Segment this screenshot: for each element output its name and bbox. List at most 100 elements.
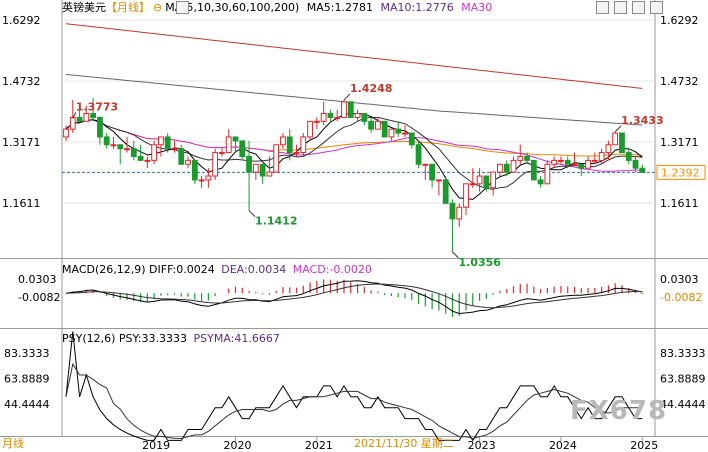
candle-body	[178, 148, 185, 165]
candle-body	[415, 144, 422, 165]
candle-body	[286, 136, 293, 154]
candle-body	[212, 152, 219, 177]
macd-hist-value: MACD:-0.0020	[292, 263, 372, 276]
x-tick-label: 2024	[549, 439, 577, 452]
ma30-value: MA30	[461, 1, 493, 14]
candle-body	[476, 175, 483, 185]
candle-body	[449, 202, 456, 220]
candle-body	[185, 159, 191, 165]
candle-body	[402, 132, 408, 135]
price-tick-right: 1.1611	[660, 197, 699, 210]
grid-tool-icon[interactable]	[614, 1, 627, 14]
candle-body	[266, 171, 273, 177]
candle-body	[388, 128, 395, 138]
macd-tick-left: -0.0082	[18, 291, 60, 304]
candle-body	[232, 136, 239, 142]
candle-body	[605, 144, 612, 154]
cursor-date-label: 2021/11/30 星期二	[354, 437, 454, 450]
psy-tick-right: 44.4444	[660, 398, 706, 411]
ma-params: MA(5,10,30,60,100,200)	[165, 1, 300, 14]
candle-body	[408, 132, 415, 146]
macd-header: MACD(26,12,9) DIFF:0.0024 DEA:0.0034 MAC…	[62, 263, 372, 277]
candle-body	[307, 120, 313, 138]
last-price-box	[656, 164, 706, 180]
candle-body	[239, 140, 246, 157]
candle-body	[510, 159, 517, 173]
candle-body	[69, 116, 76, 130]
candle-body	[273, 144, 280, 173]
x-tick-label: 2023	[468, 439, 496, 452]
price-tick-right: 1.3171	[660, 136, 699, 149]
candle-body	[517, 155, 524, 161]
candle-body	[585, 159, 591, 169]
candle-body	[164, 136, 171, 150]
candle-body	[374, 120, 381, 130]
candle-body	[578, 163, 585, 169]
candle-body	[483, 175, 490, 189]
price-annotation: 1.1412	[255, 215, 297, 228]
last-price-label: 1.2392	[661, 166, 700, 179]
price-tick-left: 1.1611	[2, 197, 41, 210]
candle-body	[327, 113, 334, 118]
macd-tick-left: 0.0303	[18, 273, 57, 286]
candle-body	[551, 159, 558, 165]
candle-body	[469, 183, 476, 186]
candle-body	[137, 155, 144, 161]
candle-body	[205, 175, 212, 181]
price-tick-left: 1.4732	[2, 75, 41, 88]
candle-body	[280, 136, 286, 146]
candle-body	[368, 120, 375, 130]
psy-tick-right: 63.8889	[660, 373, 706, 386]
macd-tick-right: -0.0082	[660, 291, 702, 304]
ma200-line	[65, 23, 643, 89]
psy-title: PSY(12,6)	[62, 332, 116, 345]
candle-body	[313, 120, 320, 123]
period-label[interactable]: 月线	[2, 437, 24, 450]
expand-tool-icon[interactable]	[650, 1, 663, 14]
window-tool-icon[interactable]	[632, 1, 645, 14]
candle-body	[497, 163, 503, 173]
candle-body	[341, 101, 347, 118]
candle-body	[246, 155, 252, 173]
candle-body	[171, 148, 178, 151]
macd-diff-line	[65, 280, 643, 315]
period-selector[interactable]: 【月线】	[106, 1, 150, 14]
candle-body	[158, 136, 164, 146]
candle-body	[117, 144, 124, 150]
candle-body	[361, 113, 368, 122]
candle-body	[619, 132, 625, 154]
candle-body	[571, 163, 578, 166]
candle-body	[259, 163, 266, 177]
candle-body	[422, 163, 429, 166]
candle-body	[103, 136, 110, 146]
candle-body	[151, 144, 158, 161]
candle-body	[90, 113, 97, 118]
candle-body	[524, 155, 530, 161]
psyma-line	[65, 362, 643, 440]
price-annotation: 1.4248	[350, 82, 392, 95]
candle-body	[97, 116, 103, 138]
annotation-pointer	[248, 210, 256, 218]
annotation-pointer	[614, 125, 622, 133]
ma-toggle-checkbox[interactable]	[176, 1, 189, 14]
candle-body	[63, 128, 69, 138]
chart-header: 英镑美元【月线】 ⊖ MA(5,10,30,60,100,200) MA5:1.27…	[62, 1, 492, 15]
price-tick-left: 1.6292	[2, 14, 41, 27]
x-tick-label: 2021	[305, 439, 333, 452]
price-tick-left: 1.3171	[2, 136, 41, 149]
annotation-pointer	[452, 251, 459, 259]
annotation-pointer	[72, 112, 77, 119]
candle-body	[198, 179, 205, 182]
candle-body	[320, 113, 327, 122]
candle-body	[530, 159, 537, 181]
macd-title: MACD(26,12,9)	[62, 263, 146, 276]
settings-icon[interactable]: ⊖	[153, 1, 163, 14]
candle-body	[429, 163, 436, 181]
price-annotation: 1.3433	[621, 114, 663, 127]
crosshair-tool-icon[interactable]	[596, 1, 609, 14]
candle-body	[110, 144, 117, 147]
candle-body	[381, 120, 388, 138]
ma100-line	[65, 74, 643, 126]
candle-body	[144, 159, 151, 162]
